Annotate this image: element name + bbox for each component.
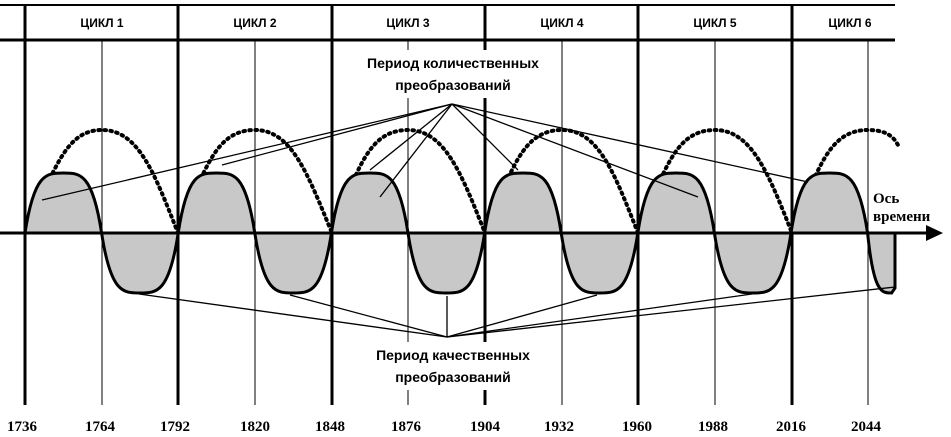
qualitative-leaders — [138, 286, 896, 338]
dotted-wave — [23, 127, 900, 239]
cycle-header: ЦИКЛ 1 ЦИКЛ 2 ЦИКЛ 3 ЦИКЛ 4 ЦИКЛ 5 ЦИКЛ … — [0, 4, 895, 42]
cycle-label-6: ЦИКЛ 6 — [828, 16, 871, 30]
cycle-label-5: ЦИКЛ 5 — [693, 16, 736, 30]
quantitative-lobe — [636, 171, 717, 235]
qualitative-lobe — [406, 231, 487, 295]
quantitative-lobe — [789, 171, 870, 235]
qualitative-lobe — [253, 231, 334, 295]
qualitative-lobe — [99, 231, 180, 295]
year-label: 1848 — [315, 419, 345, 435]
year-label: 1736 — [7, 419, 38, 435]
year-label: 1960 — [622, 419, 652, 435]
year-label: 1904 — [470, 419, 501, 435]
qualitative-lobe — [865, 231, 897, 295]
axis-label-line1: Ось — [873, 191, 899, 207]
cycle-label-1: ЦИКЛ 1 — [80, 16, 123, 30]
year-label: 2044 — [851, 419, 882, 435]
time-axis — [0, 225, 943, 241]
qualitative-caption-line1: Период качественных — [376, 347, 530, 363]
cycle-label-4: ЦИКЛ 4 — [540, 16, 583, 30]
year-label: 1988 — [698, 419, 728, 435]
quantitative-leaders — [41, 103, 809, 201]
cycle-label-3: ЦИКЛ 3 — [386, 16, 429, 30]
quantitative-caption-line2: преобразований — [395, 77, 511, 93]
quantitative-lobe — [329, 171, 410, 235]
wave-lobes — [23, 171, 897, 295]
year-labels: 1736 1764 1792 1820 1848 1876 1904 1932 … — [7, 419, 882, 435]
year-label: 1820 — [240, 419, 270, 435]
axis-label-line2: времени — [873, 209, 931, 225]
year-label: 1792 — [160, 419, 190, 435]
year-label: 1876 — [391, 419, 422, 435]
qualitative-lobe — [559, 231, 640, 295]
quantitative-lobe — [482, 171, 563, 235]
qualitative-lobe — [712, 231, 793, 295]
quantitative-lobe — [176, 171, 257, 235]
year-label: 2016 — [776, 419, 807, 435]
cycle-label-2: ЦИКЛ 2 — [233, 16, 276, 30]
year-label: 1932 — [544, 419, 574, 435]
quantitative-caption-line1: Период количественных — [367, 55, 539, 71]
year-label: 1764 — [85, 419, 116, 435]
quantitative-lobe — [23, 171, 104, 235]
qualitative-caption-line2: преобразований — [395, 369, 511, 385]
half-cycle-lines — [101, 40, 869, 405]
